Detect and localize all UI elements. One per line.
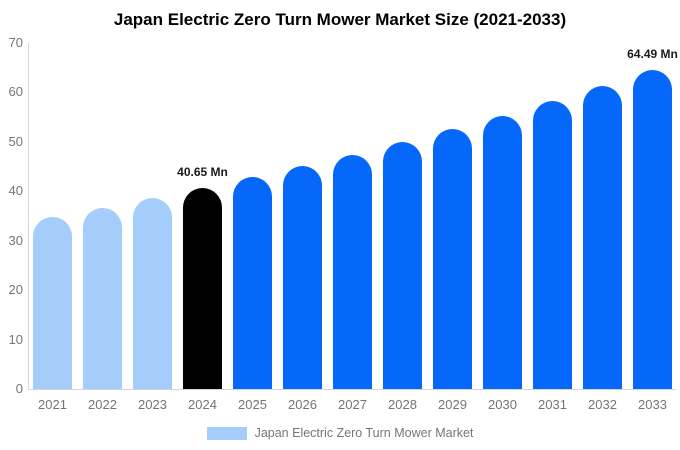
bar-2026[interactable]	[283, 166, 322, 389]
x-tick-2031: 2031	[538, 397, 567, 412]
y-tick-0: 0	[15, 381, 23, 396]
bar-2023[interactable]	[133, 198, 172, 389]
y-tick-60: 60	[8, 84, 23, 100]
x-tick-2027: 2027	[338, 397, 367, 412]
y-tick-70: 70	[8, 35, 23, 50]
bar-2032[interactable]	[583, 86, 622, 389]
x-axis-line	[28, 389, 676, 390]
bar-2024[interactable]	[183, 188, 222, 389]
bar-2029[interactable]	[433, 129, 472, 389]
legend-swatch[interactable]	[206, 426, 247, 440]
bar-2027[interactable]	[333, 154, 372, 389]
bar-2028[interactable]	[383, 142, 422, 389]
chart-title: Japan Electric Zero Turn Mower Market Si…	[113, 10, 567, 29]
bar-2033[interactable]	[633, 70, 672, 389]
value-label-2033: 64.49 Mn	[627, 47, 678, 62]
y-tick-10: 10	[8, 331, 23, 347]
x-tick-2028: 2028	[388, 397, 417, 412]
x-tick-2032: 2032	[588, 397, 617, 412]
x-tick-2023: 2023	[138, 397, 167, 412]
legend: Japan Electric Zero Turn Mower Market	[0, 426, 680, 440]
legend-label[interactable]: Japan Electric Zero Turn Mower Market	[254, 426, 474, 440]
x-tick-2024: 2024	[188, 397, 217, 412]
value-label-2024: 40.65 Mn	[177, 165, 228, 180]
y-tick-50: 50	[8, 133, 23, 149]
y-axis-line	[28, 43, 29, 389]
bar-2025[interactable]	[233, 177, 272, 389]
x-tick-2033: 2033	[638, 397, 667, 412]
x-tick-2021: 2021	[38, 397, 67, 412]
y-tick-30: 30	[8, 232, 23, 248]
bar-2021[interactable]	[33, 216, 72, 389]
y-tick-40: 40	[8, 183, 23, 199]
x-tick-2022: 2022	[88, 397, 117, 412]
y-tick-20: 20	[8, 282, 23, 298]
bar-2022[interactable]	[83, 207, 122, 389]
bar-2030[interactable]	[483, 115, 522, 389]
bar-2031[interactable]	[533, 101, 572, 389]
x-tick-2029: 2029	[438, 397, 467, 412]
x-tick-2025: 2025	[238, 397, 267, 412]
x-tick-2030: 2030	[488, 397, 517, 412]
x-tick-2026: 2026	[288, 397, 317, 412]
